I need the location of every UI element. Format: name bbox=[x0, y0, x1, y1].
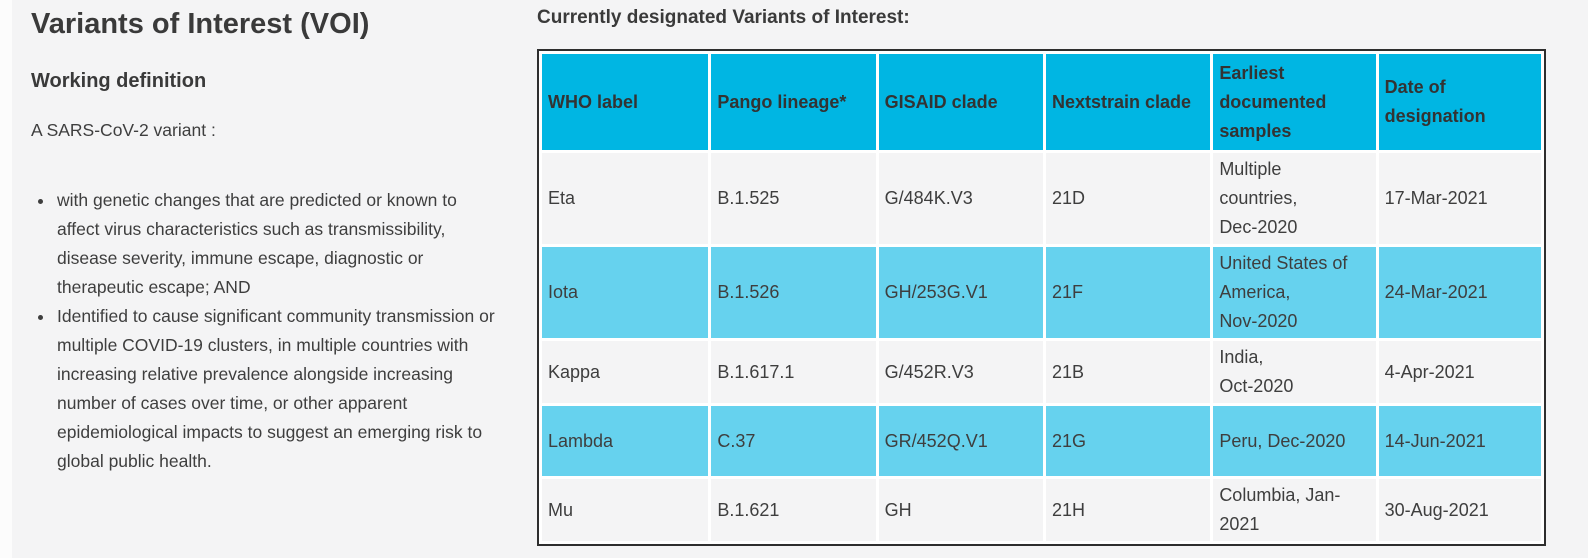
column-header-date-designation: Date of designation bbox=[1378, 54, 1541, 150]
cell-earliest-samples: Multiple countries, Dec-2020 bbox=[1213, 153, 1376, 244]
cell-gisaid-clade: G/452R.V3 bbox=[878, 341, 1043, 403]
cell-who-label: Kappa bbox=[542, 341, 709, 403]
cell-date-designation: 4-Apr-2021 bbox=[1378, 341, 1541, 403]
cell-pango-lineage: B.1.621 bbox=[711, 479, 876, 541]
voi-table: WHO label Pango lineage* GISAID clade Ne… bbox=[537, 49, 1546, 546]
cell-date-designation: 24-Mar-2021 bbox=[1378, 247, 1541, 338]
table-row: Lambda C.37 GR/452Q.V1 21G Peru, Dec-202… bbox=[542, 406, 1541, 476]
cell-earliest-samples: United States of America, Nov-2020 bbox=[1213, 247, 1376, 338]
cell-earliest-samples: Peru, Dec-2020 bbox=[1213, 406, 1376, 476]
cell-pango-lineage: B.1.617.1 bbox=[711, 341, 876, 403]
cell-earliest-samples: Columbia, Jan- 2021 bbox=[1213, 479, 1376, 541]
cell-date-designation: 14-Jun-2021 bbox=[1378, 406, 1541, 476]
cell-nextstrain-clade: 21G bbox=[1045, 406, 1211, 476]
cell-nextstrain-clade: 21B bbox=[1045, 341, 1211, 403]
definition-item: with genetic changes that are predicted … bbox=[55, 186, 503, 302]
cell-who-label: Mu bbox=[542, 479, 709, 541]
cell-gisaid-clade: GH/253G.V1 bbox=[878, 247, 1043, 338]
page-title: Variants of Interest (VOI) bbox=[31, 8, 370, 40]
cell-gisaid-clade: GH bbox=[878, 479, 1043, 541]
column-header-pango-lineage: Pango lineage* bbox=[711, 54, 876, 150]
column-header-earliest-samples: Earliest documented samples bbox=[1213, 54, 1376, 150]
cell-pango-lineage: C.37 bbox=[711, 406, 876, 476]
cell-nextstrain-clade: 21F bbox=[1045, 247, 1211, 338]
definition-section: Variants of Interest (VOI) Working defin… bbox=[31, 0, 503, 558]
column-header-who-label: WHO label bbox=[542, 54, 709, 150]
cell-date-designation: 17-Mar-2021 bbox=[1378, 153, 1541, 244]
table-row: Mu B.1.621 GH 21H Columbia, Jan- 2021 30… bbox=[542, 479, 1541, 541]
definition-intro: A SARS-CoV-2 variant : bbox=[31, 120, 216, 140]
column-header-gisaid-clade: GISAID clade bbox=[878, 54, 1043, 150]
table-row: Iota B.1.526 GH/253G.V1 21F United State… bbox=[542, 247, 1541, 338]
cell-who-label: Eta bbox=[542, 153, 709, 244]
cell-date-designation: 30-Aug-2021 bbox=[1378, 479, 1541, 541]
cell-who-label: Lambda bbox=[542, 406, 709, 476]
table-row: Eta B.1.525 G/484K.V3 21D Multiple count… bbox=[542, 153, 1541, 244]
cell-who-label: Iota bbox=[542, 247, 709, 338]
cell-nextstrain-clade: 21D bbox=[1045, 153, 1211, 244]
cell-gisaid-clade: G/484K.V3 bbox=[878, 153, 1043, 244]
table-header-row: WHO label Pango lineage* GISAID clade Ne… bbox=[542, 54, 1541, 150]
cell-pango-lineage: B.1.526 bbox=[711, 247, 876, 338]
column-header-nextstrain-clade: Nextstrain clade bbox=[1045, 54, 1211, 150]
cell-pango-lineage: B.1.525 bbox=[711, 153, 876, 244]
cell-nextstrain-clade: 21H bbox=[1045, 479, 1211, 541]
working-definition-heading: Working definition bbox=[31, 70, 207, 92]
table-row: Kappa B.1.617.1 G/452R.V3 21B India, Oct… bbox=[542, 341, 1541, 403]
page-left-edge bbox=[0, 0, 12, 558]
voi-table-section: Currently designated Variants of Interes… bbox=[537, 0, 1546, 558]
cell-gisaid-clade: GR/452Q.V1 bbox=[878, 406, 1043, 476]
table-heading: Currently designated Variants of Interes… bbox=[537, 7, 910, 28]
cell-earliest-samples: India, Oct-2020 bbox=[1213, 341, 1376, 403]
definition-list: with genetic changes that are predicted … bbox=[31, 186, 503, 476]
definition-item: Identified to cause significant communit… bbox=[55, 302, 503, 476]
